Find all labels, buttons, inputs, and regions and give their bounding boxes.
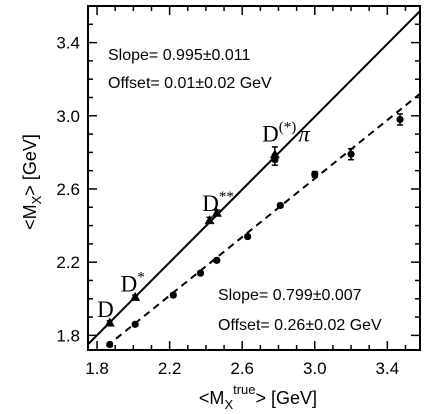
data-point-series-1 — [104, 317, 115, 327]
x-tick-labels: 1.8 2.2 2.6 3.0 3.4 — [85, 359, 399, 378]
fit-line-1 — [88, 10, 420, 345]
x-tick-label: 1.8 — [85, 359, 109, 378]
data-points — [104, 113, 404, 349]
plot-frame — [87, 5, 421, 351]
y-tick-label: 3.4 — [56, 34, 80, 53]
y-tick-label: 2.2 — [56, 253, 80, 272]
circle-marker — [244, 232, 252, 241]
x-axis-label: <MXtrue> [GeV] — [199, 382, 317, 412]
y-axis: 1.8 2.2 2.6 3.0 3.4 <MX> [GeV] — [20, 34, 80, 346]
point-label: D(*)π — [262, 119, 311, 146]
data-point-series-2 — [213, 256, 221, 264]
data-point-series-2 — [106, 340, 114, 349]
slope-annotation-2: Slope= 0.799±0.007 — [218, 287, 362, 304]
data-point-series-2 — [244, 232, 252, 241]
x-tick-label: 3.4 — [376, 359, 400, 378]
point-label: D** — [202, 189, 234, 216]
annotations: Slope= 0.995±0.011 Offset= 0.01±0.02 GeV S… — [108, 47, 382, 334]
x-tick-label: 3.0 — [303, 359, 327, 378]
circle-marker — [196, 269, 205, 277]
data-point-series-2 — [271, 153, 279, 166]
data-point-series-2 — [276, 201, 284, 210]
circle-marker — [347, 150, 355, 158]
circle-marker — [271, 156, 279, 164]
data-point-series-2 — [196, 269, 205, 277]
data-point-series-2 — [169, 291, 177, 299]
triangle-marker — [104, 317, 115, 327]
plot-area: Slope= 0.995±0.011 Offset= 0.01±0.02 GeV S… — [87, 5, 421, 351]
axis-ticks — [88, 5, 420, 350]
triangle-marker — [130, 291, 141, 301]
y-tick-labels: 1.8 2.2 2.6 3.0 3.4 — [56, 34, 80, 346]
point-label: D* — [121, 269, 145, 296]
circle-marker — [311, 170, 319, 178]
y-axis-label: <MX> [GeV] — [20, 134, 44, 230]
data-point-series-2 — [396, 113, 404, 126]
circle-marker — [276, 201, 284, 210]
slope-annotation-1: Slope= 0.995±0.011 — [108, 47, 250, 64]
fit-lines — [88, 10, 420, 350]
circle-marker — [106, 340, 114, 349]
offset-annotation-2: Offset= 0.26±0.02 GeV — [218, 317, 382, 334]
offset-annotation-1: Offset= 0.01±0.02 GeV — [108, 75, 272, 92]
circle-marker — [169, 291, 177, 299]
data-point-series-2 — [131, 320, 139, 328]
data-point-series-1 — [130, 291, 141, 301]
point-labels: D D* D** D(*)π — [97, 119, 311, 322]
x-tick-label: 2.2 — [158, 359, 182, 378]
data-point-series-2 — [347, 147, 355, 161]
data-point-series-1 — [211, 207, 222, 217]
circle-marker — [213, 256, 221, 264]
circle-marker — [131, 320, 139, 328]
data-point-series-2 — [311, 170, 319, 178]
y-tick-label: 3.0 — [56, 107, 80, 126]
data-point-series-1 — [204, 215, 215, 225]
y-tick-label: 2.6 — [56, 180, 80, 199]
circle-marker — [396, 115, 404, 124]
triangle-marker — [211, 207, 222, 217]
triangle-marker — [204, 215, 215, 225]
point-label: D — [97, 297, 114, 322]
x-tick-label: 2.6 — [230, 359, 254, 378]
y-tick-label: 1.8 — [56, 326, 80, 345]
x-axis: 1.8 2.2 2.6 3.0 3.4 <MXtrue> [GeV] — [85, 359, 399, 412]
